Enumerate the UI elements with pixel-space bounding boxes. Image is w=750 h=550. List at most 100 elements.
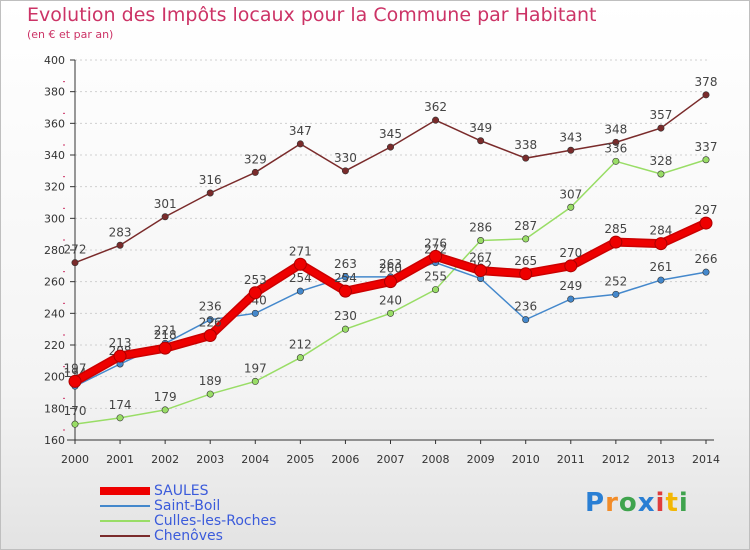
data-label: 348	[604, 122, 627, 136]
data-label: 230	[334, 309, 357, 323]
data-label: 260	[379, 262, 402, 276]
data-point	[477, 237, 485, 245]
data-label: 283	[109, 225, 132, 239]
data-point	[296, 354, 304, 362]
data-label: 261	[649, 260, 672, 274]
data-label: 336	[604, 141, 627, 155]
data-point	[522, 235, 530, 243]
data-point	[654, 237, 668, 251]
data-point	[384, 275, 397, 289]
data-label: 378	[695, 75, 718, 89]
data-point	[522, 154, 530, 162]
data-label: 276	[424, 236, 447, 250]
y-tick-label: 220	[44, 339, 65, 352]
legend-swatch	[100, 487, 150, 495]
x-tick-label: 2007	[377, 453, 405, 466]
data-point	[612, 138, 620, 146]
data-label: 252	[604, 274, 627, 288]
data-point	[338, 284, 352, 298]
y-tick-label: 340	[44, 149, 65, 162]
x-tick-label: 2001	[106, 453, 134, 466]
y-tick-label: 300	[44, 212, 65, 225]
data-label: 254	[289, 271, 312, 285]
y-tick-label: 320	[44, 181, 65, 194]
logo-letter: o	[618, 488, 638, 518]
data-label: 285	[604, 222, 627, 236]
data-label: 249	[559, 279, 582, 293]
chart-subtitle: (en € et par an)	[27, 28, 114, 41]
data-label: 263	[334, 257, 357, 271]
data-label: 316	[199, 173, 222, 187]
data-label: 357	[649, 108, 672, 122]
x-tick-label: 2006	[331, 453, 359, 466]
data-point	[116, 241, 124, 249]
data-point	[251, 168, 259, 176]
proxiti-logo: Proxiti	[585, 488, 689, 518]
logo-letter: t	[665, 488, 679, 518]
data-label: 301	[154, 197, 177, 211]
data-point	[71, 420, 79, 428]
legend-swatch	[100, 535, 150, 537]
x-tick-label: 2012	[602, 453, 630, 466]
data-point	[477, 137, 485, 145]
data-label: 271	[289, 244, 312, 258]
y-tick-label: 280	[44, 244, 65, 257]
data-point	[296, 287, 304, 295]
data-label: 170	[64, 404, 87, 418]
data-label: 272	[64, 243, 87, 257]
data-label: 254	[334, 271, 357, 285]
legend-item-chenoves: Chenôves	[100, 528, 340, 544]
x-tick-label: 2010	[512, 453, 540, 466]
x-tick-label: 2002	[151, 453, 179, 466]
data-label: 297	[695, 203, 718, 217]
data-point	[519, 267, 533, 281]
data-point	[161, 213, 169, 221]
data-point	[248, 286, 262, 300]
logo-letter: i	[655, 488, 666, 518]
data-point	[609, 235, 623, 249]
legend-swatch	[100, 520, 150, 522]
data-point	[386, 309, 394, 317]
logo-letter: r	[605, 488, 619, 518]
data-label: 240	[379, 293, 402, 307]
data-point	[251, 377, 259, 385]
data-label: 267	[469, 251, 492, 265]
data-point	[702, 91, 710, 99]
data-point	[657, 276, 665, 284]
legend-label: Culles-les-Roches	[154, 513, 277, 529]
y-tick-label: 380	[44, 86, 65, 99]
data-label: 265	[514, 254, 537, 268]
y-tick-label: 360	[44, 117, 65, 130]
legend-item-saules: SAULES	[100, 483, 340, 499]
data-label: 226	[199, 316, 222, 330]
legend-label: Chenôves	[154, 528, 223, 544]
y-tick-label: 260	[44, 276, 65, 289]
data-label: 349	[469, 121, 492, 135]
data-point	[567, 146, 575, 154]
y-tick-label: 200	[44, 371, 65, 384]
data-point	[251, 309, 259, 317]
logo-letter: i	[678, 488, 689, 518]
data-point	[657, 170, 665, 178]
legend-item-saint-boil: Saint-Boil	[100, 498, 340, 514]
data-point	[432, 286, 440, 294]
data-label: 174	[109, 398, 132, 412]
x-tick-label: 2009	[467, 453, 495, 466]
y-tick-label: 240	[44, 307, 65, 320]
x-tick-label: 2014	[692, 453, 720, 466]
data-point	[206, 189, 214, 197]
data-label: 218	[154, 328, 177, 342]
data-label: 221	[154, 323, 177, 337]
data-point	[702, 268, 710, 276]
data-label: 212	[289, 338, 312, 352]
x-tick-label: 2013	[647, 453, 675, 466]
data-point	[341, 273, 349, 281]
data-point	[206, 316, 214, 324]
data-label: 270	[559, 246, 582, 260]
data-point	[699, 216, 713, 230]
data-point	[429, 249, 443, 263]
data-label: 197	[244, 361, 267, 375]
x-tick-label: 2003	[196, 453, 224, 466]
data-label: 338	[514, 138, 537, 152]
